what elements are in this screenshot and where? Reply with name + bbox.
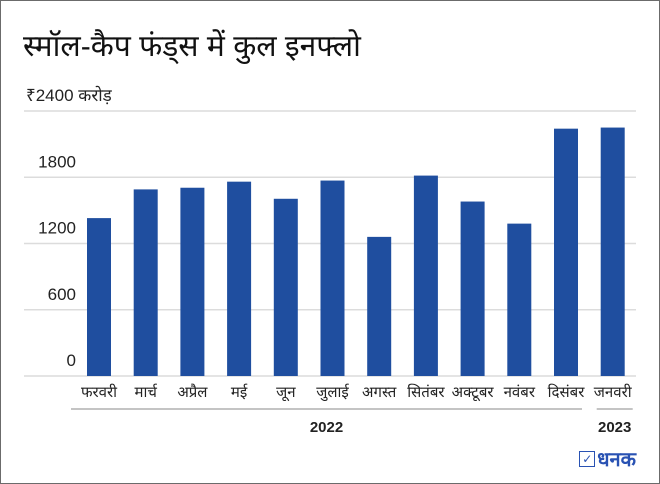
y-unit-label: ₹2400 करोड़ bbox=[26, 85, 113, 105]
bar bbox=[320, 180, 345, 376]
bar bbox=[133, 189, 158, 376]
bar bbox=[273, 198, 298, 376]
x-tick-label: जुलाई bbox=[316, 383, 350, 402]
x-tick-label: फरवरी bbox=[81, 383, 118, 401]
x-tick-label: अप्रैल bbox=[177, 383, 208, 401]
bar bbox=[413, 175, 438, 376]
year-label: 2022 bbox=[310, 419, 343, 436]
brand-logo: ✓ धनक bbox=[579, 445, 636, 472]
logo-text: धनक bbox=[597, 449, 636, 471]
x-tick-label: मई bbox=[231, 383, 248, 401]
bar bbox=[507, 223, 532, 376]
y-tick-label: 600 bbox=[48, 285, 76, 304]
chart-title: स्मॉल-कैप फंड्स में कुल इनफ्लो bbox=[23, 30, 361, 63]
x-tick-label: सितंबर bbox=[407, 383, 445, 401]
bar bbox=[87, 218, 111, 376]
bar bbox=[600, 127, 625, 376]
x-tick-label: अक्टूबर bbox=[452, 384, 495, 402]
x-tick-label: नवंबर bbox=[504, 384, 536, 401]
bar bbox=[554, 128, 578, 376]
y-tick-label: 1800 bbox=[38, 152, 76, 171]
y-tick-label: 1200 bbox=[38, 219, 76, 238]
bar bbox=[367, 236, 392, 376]
x-tick-label: मार्च bbox=[135, 383, 158, 401]
y-tick-label: 0 bbox=[67, 351, 76, 370]
x-tick-label: दिसंबर bbox=[548, 383, 586, 401]
year-label: 2023 bbox=[598, 419, 631, 436]
x-tick-label: जनवरी bbox=[594, 383, 633, 401]
x-tick-label: अगस्त bbox=[362, 384, 397, 401]
x-tick-label: जून bbox=[276, 384, 296, 402]
bar bbox=[460, 201, 485, 376]
bar bbox=[227, 181, 252, 376]
check-box-icon: ✓ bbox=[579, 450, 596, 467]
bar bbox=[180, 187, 205, 376]
